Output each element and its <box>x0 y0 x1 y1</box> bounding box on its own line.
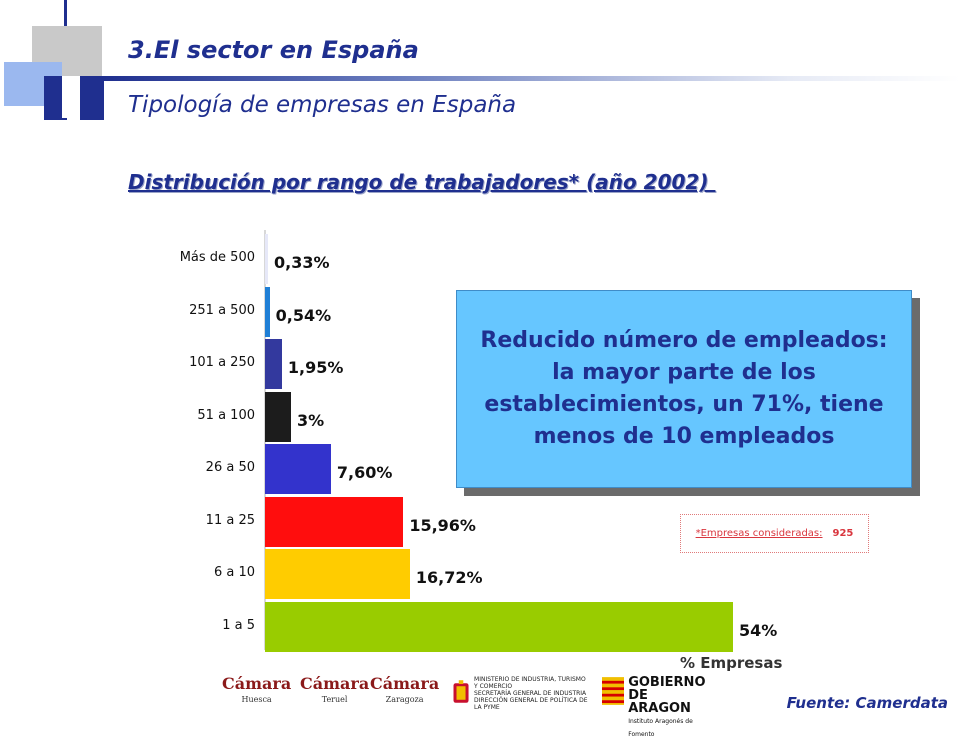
ministerio-line3: DIRECCIÓN GENERAL DE POLÍTICA DE LA PYME <box>474 697 588 711</box>
category-label: 51 a 100 <box>197 407 255 423</box>
sample-size-note: *Empresas consideradas: 925 <box>680 514 869 553</box>
camara-zaragoza-city: Zaragoza <box>385 695 424 704</box>
value-label: 0,54% <box>275 305 332 325</box>
value-label: 54% <box>739 620 778 640</box>
camara-zaragoza-logo: Cámara Zaragoza <box>370 676 439 716</box>
category-label: 101 a 250 <box>189 355 255 370</box>
decoration-navy-square <box>80 76 104 120</box>
camara-huesca-name: Cámara <box>222 674 292 693</box>
x-axis-label: % Empresas <box>680 654 783 672</box>
camara-zaragoza-name: Cámara <box>370 674 440 693</box>
value-label: 16,72% <box>415 568 483 587</box>
camara-huesca-city: Huesca <box>241 695 272 704</box>
camara-teruel-name: Cámara <box>300 674 370 693</box>
ministerio-line2: SECRETARÍA GENERAL DE INDUSTRIA <box>474 690 587 697</box>
ministerio-logo: MINISTERIO DE INDUSTRIA, TURISMO Y COMER… <box>452 676 588 716</box>
category-label: 1 a 5 <box>222 617 255 633</box>
spain-coat-of-arms-icon <box>453 680 469 703</box>
category-label: Más de 500 <box>179 250 255 265</box>
bar <box>265 286 270 337</box>
bar <box>265 339 282 389</box>
aragon-line2: DE ARAGON <box>628 688 691 716</box>
aragon-line1: GOBIERNO <box>628 675 706 690</box>
category-label: 251 a 500 <box>189 302 255 318</box>
sample-size-label: *Empresas consideradas: <box>695 528 823 539</box>
slide-subtitle: Tipología de empresas en España <box>128 92 517 118</box>
chart-title: Distribución por rango de trabajadores* … <box>128 170 716 194</box>
source-credit: Fuente: Camerdata <box>786 694 948 712</box>
value-label: 7,60% <box>336 463 393 482</box>
bar <box>265 496 404 547</box>
bar <box>265 549 410 599</box>
decoration-horizontal-rule <box>104 76 960 81</box>
camara-huesca-logo: Cámara Huesca <box>222 676 291 716</box>
bar <box>265 601 733 652</box>
category-label: 26 a 50 <box>205 460 255 475</box>
bar <box>265 234 268 284</box>
slide-title: 3.El sector en España <box>128 36 419 64</box>
gobierno-aragon-logo: GOBIERNO DE ARAGON Instituto Aragonés de… <box>602 675 714 738</box>
camara-teruel-city: Teruel <box>321 695 348 704</box>
ministerio-line1: MINISTERIO DE INDUSTRIA, TURISMO Y COMER… <box>474 676 586 690</box>
value-label: 3% <box>297 410 325 430</box>
aragon-flag-icon <box>602 677 625 705</box>
value-label: 1,95% <box>287 358 344 377</box>
aragon-line3: Instituto Aragonés de Fomento <box>628 718 693 738</box>
bar <box>265 391 291 442</box>
callout-text: Reducido número de empleados: la mayor p… <box>480 328 888 449</box>
decoration-darkblue-square <box>44 76 64 120</box>
sample-size-value: 925 <box>832 528 854 539</box>
category-label: 6 a 10 <box>213 565 255 580</box>
category-label: 11 a 25 <box>205 512 255 528</box>
callout-box: Reducido número de empleados: la mayor p… <box>456 290 912 488</box>
bar <box>265 444 331 494</box>
value-label: 15,96% <box>409 515 476 535</box>
camara-teruel-logo: Cámara Teruel <box>300 676 369 716</box>
value-label: 0,33% <box>274 253 330 272</box>
